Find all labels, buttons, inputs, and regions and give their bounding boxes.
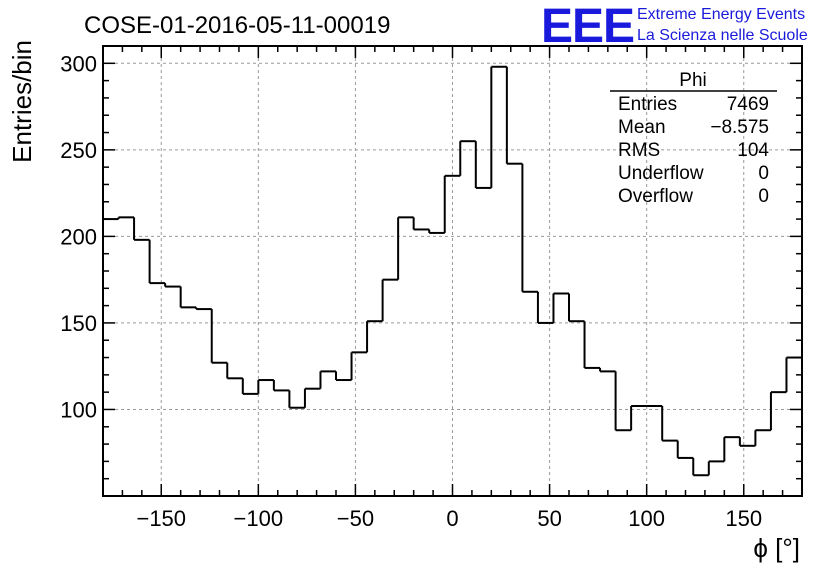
x-axis-label: ϕ [°] (753, 533, 800, 563)
eee-logo: EEE Extreme Energy Events La Scienza nel… (541, 0, 808, 53)
stats-row-label: Overflow (618, 186, 693, 207)
y-tick-label: 150 (60, 311, 97, 336)
stats-row-value: 104 (737, 140, 769, 161)
x-axis-ticks: −150 −100 −50 0 50 100 150 (102, 46, 803, 531)
stats-row-value: 0 (758, 163, 769, 184)
x-tick-label: 50 (537, 506, 561, 531)
y-tick-label: 200 (60, 224, 97, 249)
x-tick-label: 0 (446, 506, 458, 531)
histogram-bars (103, 65, 802, 477)
y-axis-label: Entries/bin (7, 40, 37, 163)
logo-line-2: La Scienza nelle Scuole (637, 27, 808, 44)
stats-box: Phi Entries 7469 Mean −8.575 RMS 104 Underflow… (610, 70, 777, 207)
stats-row-value: 0 (758, 186, 769, 207)
grid-lines (103, 46, 802, 496)
stats-row-value: 7469 (727, 94, 769, 115)
x-tick-label: −100 (234, 506, 284, 531)
logo-line-1: Extreme Energy Events (637, 6, 805, 23)
y-tick-label: 300 (60, 51, 97, 76)
stats-row-label: RMS (618, 140, 660, 161)
stats-row-label: Underflow (618, 163, 704, 184)
x-tick-label: −50 (337, 506, 374, 531)
stats-title: Phi (679, 70, 706, 91)
stats-row-label: Mean (618, 117, 666, 138)
chart-title: COSE-01-2016-05-11-00019 (84, 12, 390, 39)
x-tick-label: 100 (628, 506, 665, 531)
x-tick-label: 150 (725, 506, 762, 531)
y-axis-ticks: 100 150 200 250 300 (60, 45, 802, 497)
stats-row-label: Entries (618, 94, 677, 115)
logo-text: EEE (541, 0, 634, 53)
y-tick-label: 250 (60, 138, 97, 163)
stats-row-value: −8.575 (710, 117, 769, 138)
x-tick-label: −150 (136, 506, 186, 531)
y-tick-label: 100 (60, 397, 97, 422)
